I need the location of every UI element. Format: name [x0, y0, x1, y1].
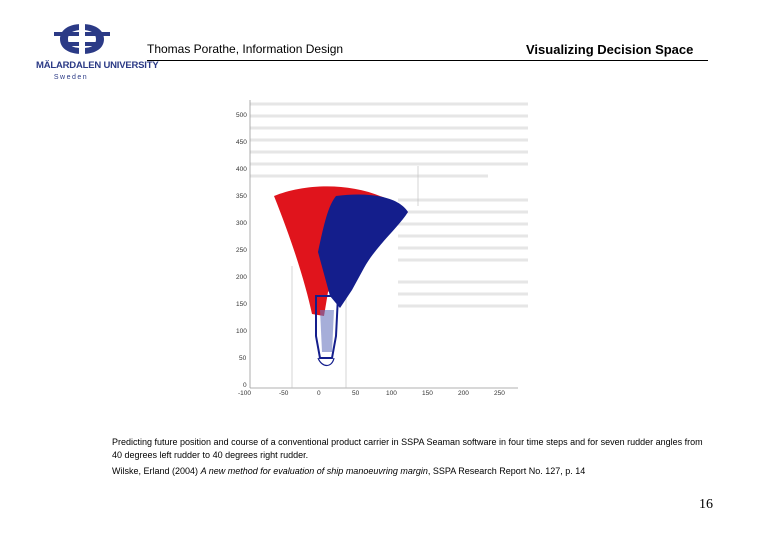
- x-tick: 250: [494, 390, 505, 397]
- citation-title: A new method for evaluation of ship mano…: [200, 466, 428, 476]
- y-tick: 100: [236, 328, 247, 335]
- header-author: Thomas Porathe, Information Design: [147, 42, 344, 56]
- logo-country: Sweden: [53, 74, 89, 81]
- y-tick: 50: [239, 355, 247, 362]
- y-tick: 350: [236, 193, 247, 200]
- x-tick: -100: [238, 390, 252, 397]
- prediction-plot: [249, 100, 528, 389]
- y-tick: 500: [236, 112, 247, 119]
- x-tick: -50: [279, 390, 289, 397]
- citation-source: , SSPA Research Report No. 127, p. 14: [427, 466, 586, 476]
- university-logo: MÄLARDALEN UNIVERSITY Sweden: [36, 18, 159, 86]
- decision-space-figure: 500 450 400 350 300 250 200 150 100 50 0…: [228, 96, 528, 402]
- x-tick: 50: [352, 390, 360, 397]
- logo-emblem-icon: [54, 22, 110, 56]
- page-number: 16: [699, 497, 713, 512]
- y-tick: 200: [236, 274, 247, 281]
- y-tick: 300: [236, 220, 247, 227]
- header-divider: [147, 60, 708, 61]
- y-tick: 0: [243, 382, 247, 389]
- citation: Wilske, Erland (2004) A new method for e…: [112, 466, 732, 476]
- x-tick: 200: [458, 390, 469, 397]
- logo-university-name: MÄLARDALEN UNIVERSITY: [36, 60, 159, 71]
- slide-title: Visualizing Decision Space: [526, 42, 694, 57]
- x-tick: 150: [422, 390, 433, 397]
- x-tick: 0: [317, 390, 321, 397]
- citation-authors: Wilske, Erland (2004): [112, 466, 199, 476]
- y-tick: 450: [236, 139, 247, 146]
- y-tick: 400: [236, 166, 247, 173]
- y-tick: 150: [236, 301, 247, 308]
- figure-caption: Predicting future position and course of…: [112, 437, 703, 460]
- x-tick: 100: [386, 390, 397, 397]
- y-tick: 250: [236, 247, 247, 254]
